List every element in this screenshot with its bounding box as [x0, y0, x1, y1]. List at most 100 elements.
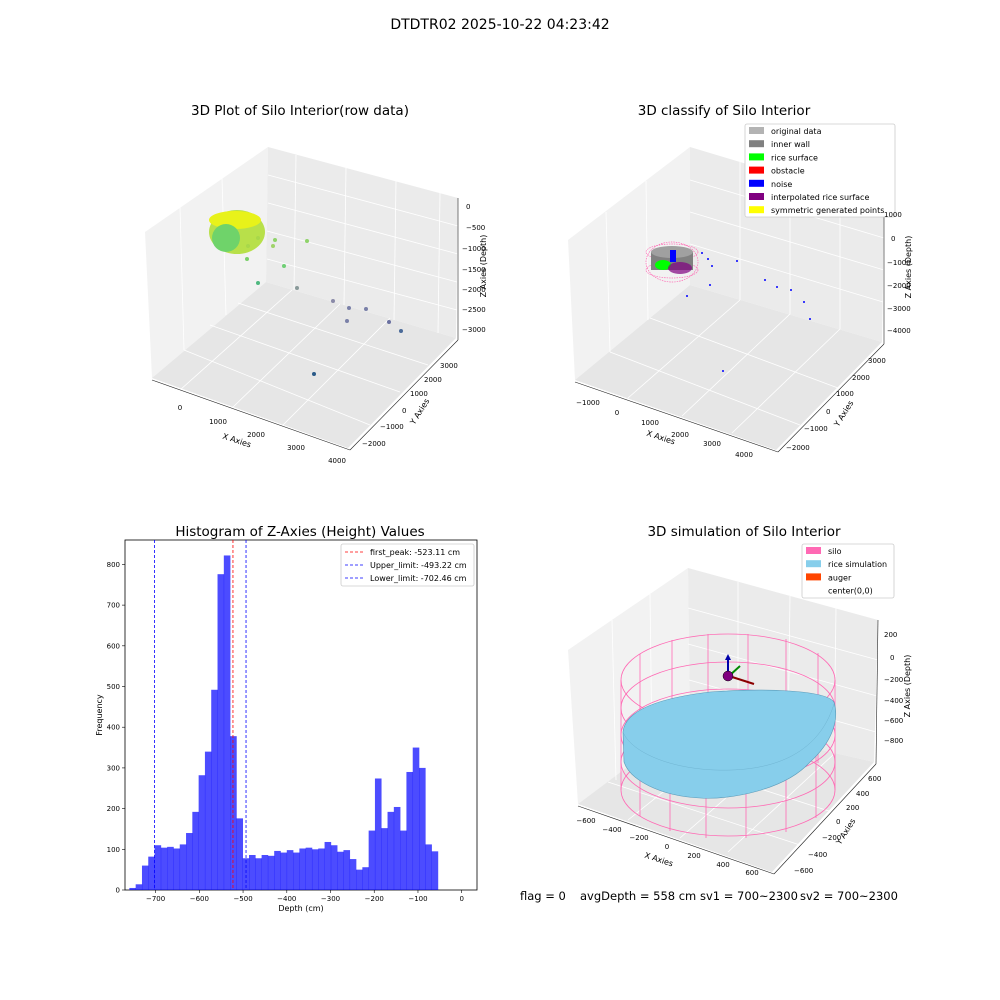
classify-legend-swatch	[749, 179, 764, 187]
histogram-title: Histogram of Z-Axies (Height) Values	[175, 524, 425, 540]
classify-y-tick: −1000	[804, 425, 828, 433]
classify-z-tick: −3000	[887, 305, 911, 313]
raw-point	[399, 329, 403, 333]
histogram-bar	[230, 736, 237, 890]
classify-y-tick: −2000	[786, 444, 810, 452]
simulation-x-tick: 600	[745, 869, 758, 877]
classify-rice-surface	[655, 260, 671, 270]
histogram-bar	[274, 850, 281, 890]
simulation-y-tick: 0	[836, 818, 840, 826]
classify-plot-title: 3D classify of Silo Interior	[637, 103, 811, 119]
simulation-legend-swatch	[806, 573, 821, 581]
classify-noise-point	[711, 265, 713, 267]
simulation-y-tick: 200	[846, 804, 859, 812]
classify-noise-point	[686, 295, 688, 297]
classify-y-label: Y Axies	[832, 399, 856, 429]
raw-z-tick: −1500	[462, 266, 486, 274]
histogram-x-tick: −700	[146, 895, 165, 903]
classify-silo-ring	[645, 241, 699, 283]
histogram-bar	[167, 846, 174, 890]
classify-legend-label: inner wall	[771, 140, 810, 149]
raw-z-tick: −500	[466, 224, 485, 232]
classify-noise-point	[803, 301, 805, 303]
simulation-y-tick: −200	[822, 834, 841, 842]
auger-model	[722, 654, 755, 685]
raw-x-tick: 3000	[287, 444, 305, 452]
histogram-bar	[337, 851, 344, 890]
classify-z-ticks: 1000 0 −1000 −2000 −3000 −4000	[884, 211, 911, 335]
simulation-axes	[577, 619, 879, 875]
histogram-legend-label: first_peak: -523.11 cm	[370, 548, 460, 557]
histogram-bar	[211, 689, 218, 890]
status-sv1: sv1 = 700~2300	[700, 889, 798, 903]
histogram-bar	[280, 852, 288, 890]
histogram-bar	[135, 884, 143, 890]
histogram-bar	[343, 850, 351, 890]
raw-z-tick: −2000	[462, 286, 486, 294]
histogram-x-label: Depth (cm)	[278, 904, 323, 913]
classify-y-tick: 2000	[852, 374, 870, 382]
classify-x-tick: 1000	[641, 419, 659, 427]
raw-y-tick: 0	[402, 407, 406, 415]
histogram-legend-label: Lower_limit: -702.46 cm	[370, 574, 467, 583]
histogram-bar	[425, 844, 432, 890]
raw-plot-title: 3D Plot of Silo Interior(row data)	[191, 103, 409, 119]
histogram-bar	[286, 850, 294, 890]
raw-cluster-top	[209, 211, 261, 229]
histogram-bar	[419, 767, 426, 890]
histogram-bar	[412, 747, 420, 890]
histogram-y-tick: 0	[116, 887, 120, 895]
simulation-z-label: Z Axies (Depth)	[903, 655, 912, 718]
raw-point	[256, 236, 260, 240]
classify-legend-swatch	[749, 206, 764, 214]
histogram-y-tick: 700	[107, 602, 120, 610]
histogram-bar	[330, 845, 338, 890]
classify-legend-swatch	[749, 166, 764, 174]
histogram-bar	[387, 811, 395, 890]
histogram-bar	[223, 555, 231, 890]
histogram-bar	[349, 859, 357, 890]
histogram-bar	[368, 830, 376, 890]
classify-legend-label: rice surface	[771, 153, 818, 162]
histogram-bar	[374, 778, 382, 890]
simulation-plot-title: 3D simulation of Silo Interior	[647, 524, 841, 540]
histogram-y-ticks: 0 100 200 300 400 500 600 700 800	[107, 561, 125, 895]
raw-point	[331, 299, 335, 303]
histogram-bar	[204, 751, 212, 890]
classify-z-tick: 1000	[884, 211, 902, 219]
raw-point	[347, 306, 351, 310]
center-point-marker	[722, 670, 734, 682]
histogram-bar	[217, 574, 225, 890]
classify-y-tick: 1000	[836, 390, 854, 398]
classify-legend-label: symmetric generated points	[771, 206, 884, 215]
classify-x-tick: 0	[615, 409, 619, 417]
raw-y-tick: −2000	[362, 440, 386, 448]
histogram-bar	[148, 856, 155, 890]
classify-x-tick: 3000	[703, 440, 721, 448]
status-flag: flag = 0	[520, 889, 566, 903]
raw-z-tick: 0	[466, 203, 470, 211]
classify-y-ticks: 3000 2000 1000 0 −1000 −2000	[786, 357, 886, 452]
raw-y-tick: 3000	[440, 362, 458, 370]
status-sv2: sv2 = 700~2300	[800, 889, 898, 903]
simulation-x-tick: 0	[665, 843, 669, 851]
raw-z-tick: −2500	[462, 306, 486, 314]
histogram-y-tick: 600	[107, 642, 120, 650]
classify-3d-plot: original data inner wall rice surface obsta…	[568, 123, 913, 459]
raw-z-label: Z Axies (Depth)	[479, 235, 488, 298]
histogram-legend-label: Upper_limit: -493.22 cm	[370, 561, 467, 570]
histogram-bar	[160, 847, 168, 890]
raw-pane-floor	[152, 282, 456, 448]
raw-x-tick: 4000	[328, 457, 346, 465]
histogram-chart: −700 −600 −500 −400 −300 −200 −100 0 0 100 200 300…	[95, 539, 478, 913]
classify-z-tick: −2000	[887, 282, 911, 290]
classify-z-label: Z Axies (Depth)	[904, 236, 913, 299]
histogram-x-tick: −100	[408, 895, 427, 903]
histogram-y-tick: 400	[107, 724, 120, 732]
raw-y-tick: 2000	[424, 376, 442, 384]
classify-legend-swatch	[749, 153, 764, 161]
status-avg-depth: avgDepth = 558 cm	[580, 889, 697, 903]
histogram-bars	[129, 555, 439, 890]
histogram-bar	[179, 844, 187, 890]
histogram-x-ticks: −700 −600 −500 −400 −300 −200 −100 0	[146, 890, 464, 903]
